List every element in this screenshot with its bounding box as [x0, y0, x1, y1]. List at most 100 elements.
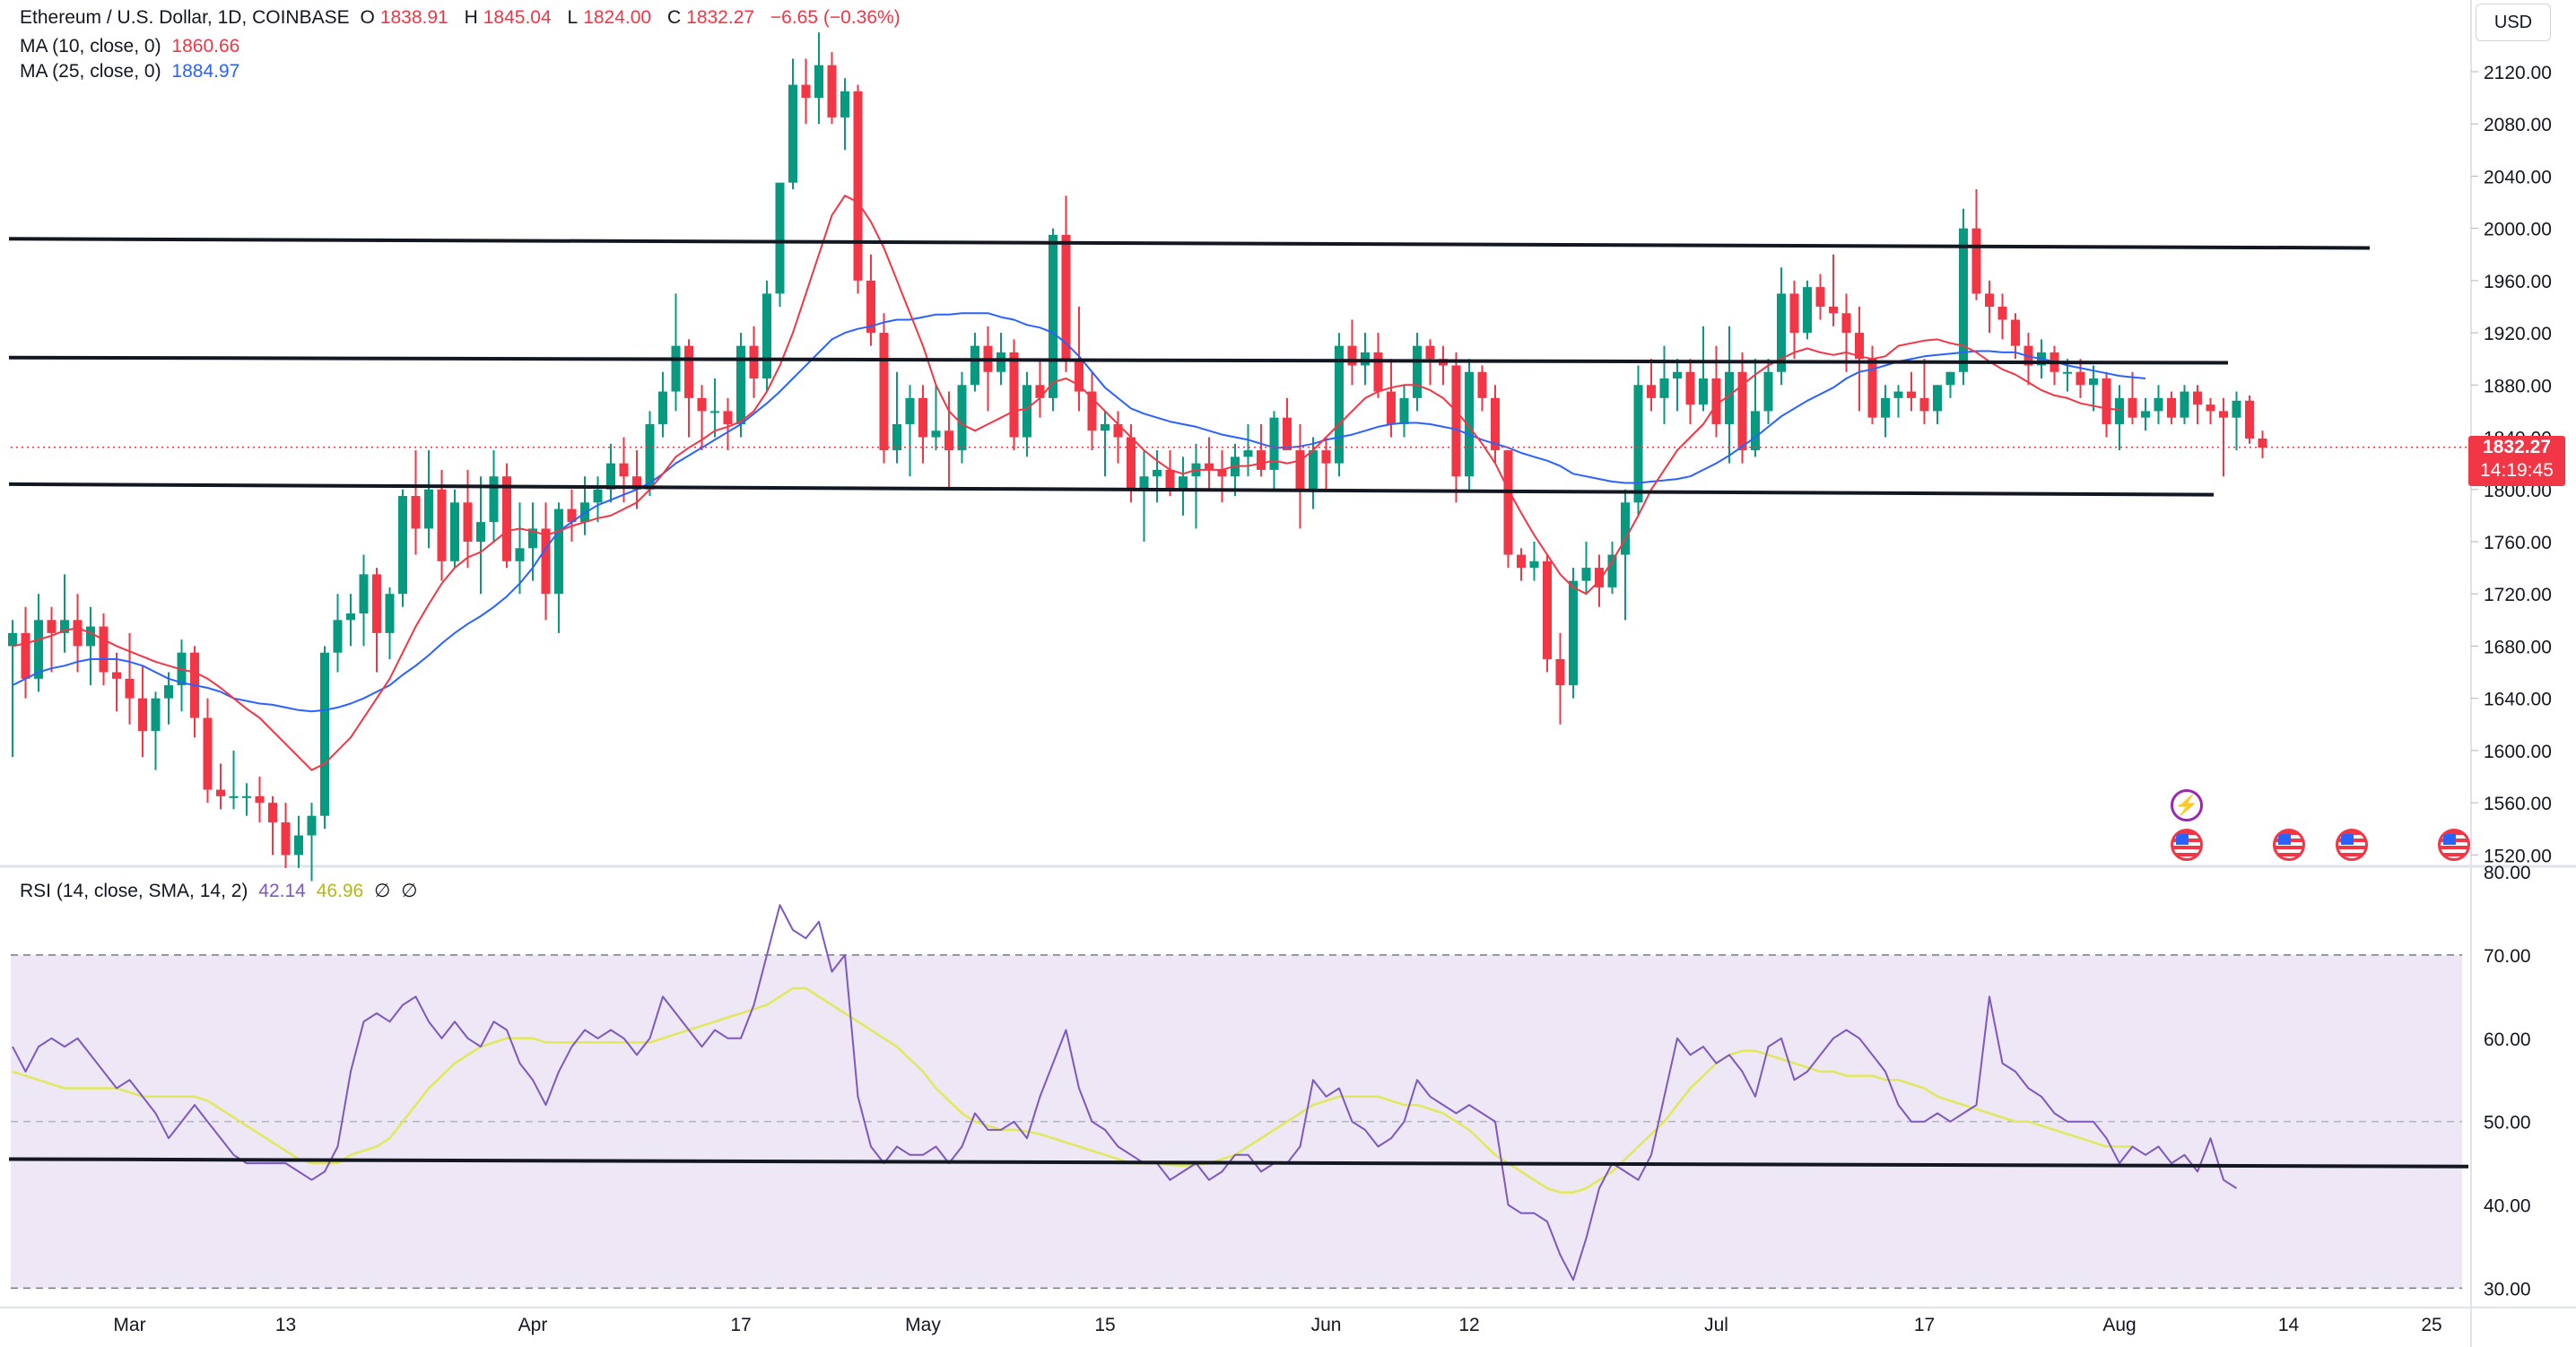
candle-body	[723, 411, 733, 424]
candle-body	[151, 698, 161, 732]
candle-body	[801, 84, 811, 99]
candle-body	[1543, 561, 1552, 659]
candle-body	[1517, 554, 1526, 569]
candle-body	[866, 280, 875, 334]
candle-body	[1581, 568, 1591, 581]
candle-body	[1061, 234, 1071, 360]
candle-body	[827, 65, 837, 117]
us-flag-event-icon[interactable]	[2171, 829, 2203, 861]
rsi-label: RSI (14, close, SMA, 14, 2)	[20, 881, 248, 901]
rsi-value: 42.14	[258, 881, 306, 901]
candle-body	[645, 423, 655, 490]
candle-body	[1985, 293, 1994, 307]
candle-body	[1815, 287, 1825, 307]
candle-body	[1959, 228, 1968, 372]
rsi-legend[interactable]: RSI (14, close, SMA, 14, 2) 42.14 46.96 …	[20, 880, 423, 902]
symbol-name: Ethereum / U.S. Dollar, 1D, COINBASE	[20, 7, 350, 28]
time-tick-label: 12	[1458, 1315, 1479, 1335]
candle-body	[2141, 411, 2150, 418]
ma25-label: MA (25, close, 0)	[20, 61, 161, 82]
ma25-legend[interactable]: MA (25, close, 0) 1884.97	[20, 61, 245, 83]
candle-body	[1855, 333, 1864, 360]
candle-body	[450, 502, 459, 561]
bar-countdown: 14:19:45	[2480, 460, 2554, 481]
candle-body	[47, 620, 57, 633]
candle-body	[1919, 397, 1929, 412]
candle-body	[1633, 385, 1643, 503]
time-tick-label: May	[905, 1315, 941, 1335]
candle-body	[853, 91, 863, 281]
us-flag-event-icon[interactable]	[2273, 829, 2305, 861]
open-label: O	[360, 7, 375, 28]
candle-body	[554, 508, 563, 595]
candle-body	[1477, 371, 1487, 398]
price-tick-label: 1680.00	[2484, 637, 2552, 657]
candle-body	[242, 795, 251, 798]
rsi-tick-label: 60.00	[2484, 1030, 2531, 1050]
candle-body	[1841, 313, 1851, 334]
candle-body	[2180, 391, 2189, 418]
candle-body	[1243, 450, 1253, 457]
candle-body	[1165, 469, 1175, 490]
candle-body	[502, 476, 511, 561]
candle-body	[476, 522, 485, 542]
candle-body	[710, 411, 719, 413]
candle-body	[1673, 371, 1682, 379]
candle-body	[1269, 417, 1279, 470]
candle-body	[1777, 293, 1786, 372]
candle-body	[918, 397, 927, 438]
ma10-label: MA (10, close, 0)	[20, 36, 161, 56]
candle-body	[1803, 287, 1812, 334]
rsi-line	[12, 904, 2238, 1282]
candle-body	[567, 508, 577, 523]
last-price-value: 1832.27	[2483, 437, 2551, 457]
candle-body	[1685, 371, 1695, 405]
candle-body	[1101, 423, 1110, 431]
time-tick-label: Apr	[518, 1315, 548, 1335]
candle-body	[2089, 378, 2098, 386]
candle-body	[1335, 345, 1344, 464]
lightning-event-icon[interactable]: ⚡	[2171, 789, 2203, 821]
high-value: 1845.04	[483, 7, 552, 28]
us-flag-event-icon[interactable]	[2336, 829, 2368, 861]
candle-body	[775, 182, 785, 294]
candle-body	[1933, 385, 1942, 412]
candle-body	[671, 345, 681, 392]
candle-body	[1647, 385, 1656, 398]
candle-body	[1179, 476, 1188, 490]
candle-body	[1205, 463, 1214, 470]
candle-body	[879, 333, 889, 451]
ma10-legend[interactable]: MA (10, close, 0) 1860.66	[20, 36, 245, 57]
candle-body	[307, 815, 317, 836]
candle-body	[1127, 437, 1136, 490]
candle-body	[1555, 659, 1565, 686]
candle-body	[294, 835, 303, 856]
rsi-tick-label: 30.00	[2484, 1279, 2531, 1299]
change-value: −6.65 (−0.36%)	[770, 7, 901, 28]
candle-body	[1035, 385, 1045, 398]
candle-body	[489, 476, 499, 523]
candle-body	[8, 632, 17, 647]
currency-button[interactable]: USD	[2476, 4, 2551, 41]
candle-body	[398, 496, 407, 595]
candle-body	[905, 397, 915, 424]
candle-body	[541, 528, 551, 595]
candle-body	[1789, 293, 1799, 334]
candle-body	[1399, 397, 1409, 424]
candle-body	[632, 476, 641, 490]
candle-body	[1607, 554, 1617, 587]
close-value: 1832.27	[686, 7, 755, 28]
candle-body	[1867, 359, 1877, 418]
candle-body	[1425, 345, 1435, 360]
candle-body	[1283, 417, 1292, 451]
candle-body	[424, 489, 433, 529]
candle-body	[359, 574, 369, 614]
candle-body	[346, 613, 355, 621]
rsi-tick-label: 80.00	[2484, 863, 2531, 883]
low-value: 1824.00	[583, 7, 652, 28]
candle-body	[1763, 371, 1773, 412]
candle-body	[2102, 378, 2111, 424]
us-flag-event-icon[interactable]	[2438, 829, 2470, 861]
price-tick-label: 1760.00	[2484, 533, 2552, 553]
